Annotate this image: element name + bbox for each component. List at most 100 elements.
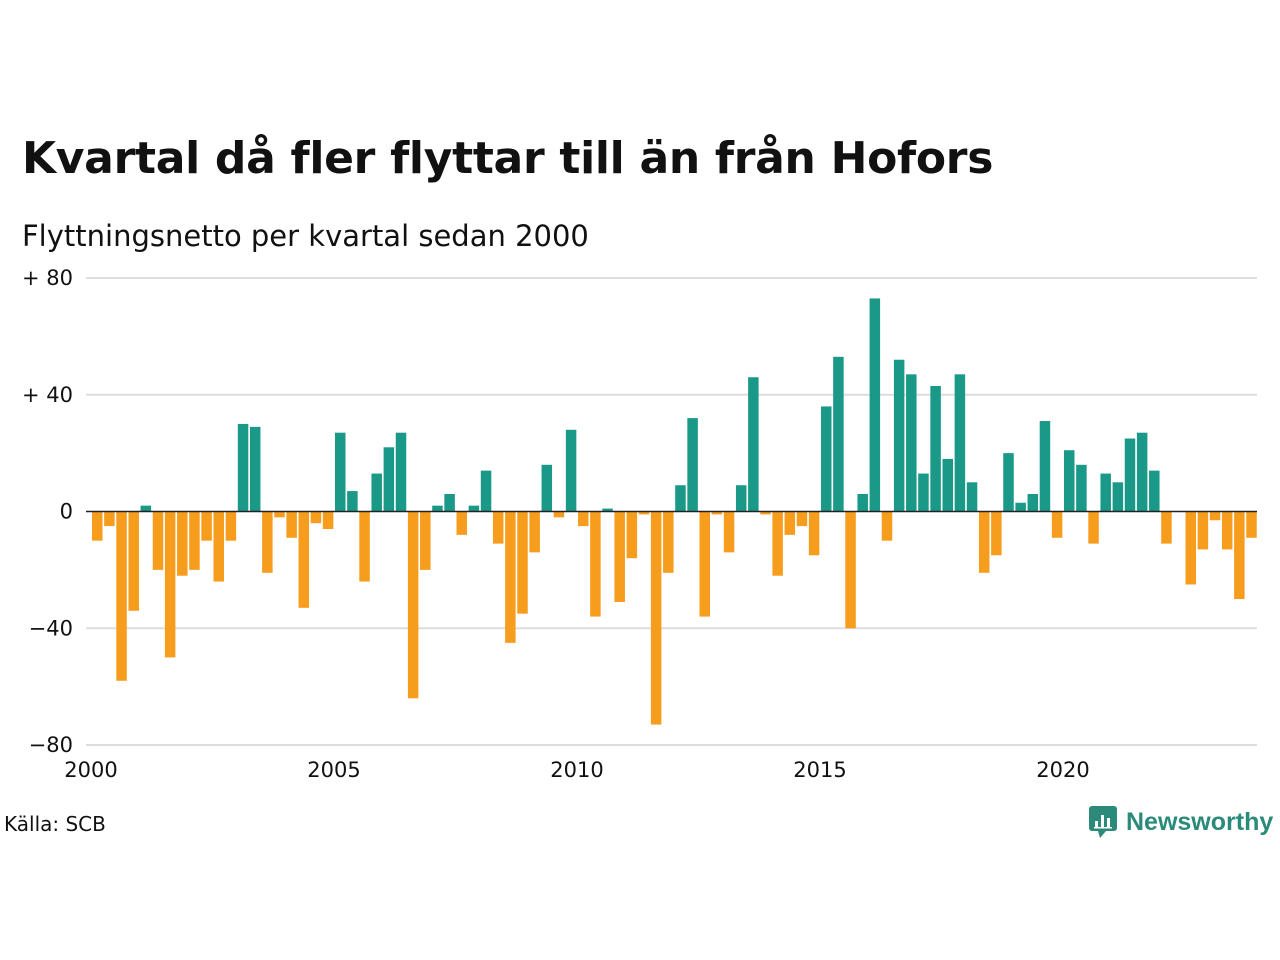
x-tick-label: 2020 bbox=[1036, 758, 1089, 782]
bar bbox=[978, 511, 990, 573]
bar bbox=[991, 511, 1002, 556]
bar bbox=[930, 385, 941, 512]
bar bbox=[347, 491, 358, 512]
bar bbox=[152, 511, 164, 570]
bar bbox=[1039, 421, 1051, 512]
bar bbox=[565, 429, 577, 512]
bar bbox=[213, 511, 224, 582]
bar bbox=[857, 493, 868, 512]
bar bbox=[1246, 511, 1257, 538]
bar bbox=[164, 511, 176, 658]
bar bbox=[322, 511, 334, 530]
bar bbox=[237, 423, 249, 512]
grid-layer bbox=[86, 277, 1257, 746]
bar bbox=[626, 511, 638, 559]
bar bbox=[505, 511, 516, 643]
bar bbox=[407, 511, 419, 699]
newsworthy-logo-icon bbox=[1089, 806, 1117, 838]
bar bbox=[1209, 511, 1221, 521]
bar bbox=[189, 511, 200, 570]
bar bbox=[723, 511, 735, 553]
bar bbox=[869, 298, 881, 512]
bar bbox=[286, 511, 297, 538]
chart-subtitle: Flyttningsnetto per kvartal sedan 2000 bbox=[22, 219, 589, 253]
bar bbox=[456, 511, 467, 535]
bar bbox=[881, 511, 893, 541]
bar bbox=[893, 359, 905, 512]
bar bbox=[954, 374, 966, 512]
bar bbox=[735, 485, 747, 512]
bar bbox=[821, 406, 832, 512]
bar bbox=[1161, 511, 1172, 544]
x-tick-label: 2000 bbox=[64, 758, 117, 782]
brand-name: Newsworthy bbox=[1126, 807, 1274, 836]
bar bbox=[845, 511, 856, 629]
bar bbox=[1027, 493, 1039, 512]
bar bbox=[249, 426, 261, 512]
y-tick-label: −40 bbox=[29, 616, 73, 640]
bar bbox=[1088, 511, 1099, 544]
bar bbox=[687, 418, 698, 512]
bar bbox=[92, 511, 103, 541]
bar bbox=[760, 511, 771, 515]
bar bbox=[748, 377, 759, 512]
bar bbox=[1221, 511, 1233, 550]
bar bbox=[1234, 511, 1245, 600]
bar bbox=[310, 511, 322, 524]
bar bbox=[906, 374, 917, 512]
bar bbox=[1015, 502, 1026, 512]
y-tick-label: 0 bbox=[60, 500, 73, 524]
bar bbox=[517, 511, 528, 614]
bar bbox=[225, 511, 237, 541]
x-tick-label: 2010 bbox=[550, 758, 603, 782]
bar bbox=[1003, 453, 1014, 512]
bar bbox=[638, 511, 650, 515]
y-tick-label: + 80 bbox=[22, 266, 73, 290]
bar bbox=[262, 511, 273, 573]
bar bbox=[650, 511, 662, 725]
bar bbox=[177, 511, 188, 576]
bar-layer bbox=[92, 298, 1257, 725]
bar bbox=[1076, 464, 1087, 512]
bar bbox=[529, 511, 540, 553]
bar bbox=[128, 511, 139, 611]
bar bbox=[784, 511, 796, 535]
bar bbox=[602, 508, 613, 512]
bar bbox=[201, 511, 212, 541]
bar bbox=[420, 511, 431, 570]
bar bbox=[833, 356, 844, 512]
bar bbox=[444, 493, 455, 512]
bar bbox=[918, 473, 929, 512]
y-tick-label: + 40 bbox=[22, 383, 73, 407]
bar bbox=[1124, 438, 1136, 512]
bar bbox=[298, 511, 310, 608]
bar bbox=[335, 432, 346, 512]
bar bbox=[614, 511, 625, 602]
bar bbox=[1051, 511, 1063, 538]
bar bbox=[675, 485, 686, 512]
bar bbox=[1112, 482, 1124, 512]
chart-title: Kvartal då fler flyttar till än från Hof… bbox=[22, 133, 994, 184]
bar bbox=[359, 511, 370, 582]
bar bbox=[395, 432, 407, 512]
bar bbox=[116, 511, 127, 681]
bar bbox=[942, 458, 953, 512]
bar bbox=[1136, 432, 1148, 512]
bar bbox=[383, 447, 395, 512]
bar bbox=[966, 482, 978, 512]
bar bbox=[468, 505, 480, 512]
bar bbox=[663, 511, 674, 573]
bar bbox=[541, 464, 553, 512]
bar bbox=[480, 470, 492, 512]
y-tick-label: −80 bbox=[29, 733, 73, 757]
source-note: Källa: SCB bbox=[4, 812, 106, 836]
bar bbox=[140, 505, 152, 512]
x-tick-label: 2015 bbox=[793, 758, 846, 782]
bar bbox=[796, 511, 808, 527]
bar bbox=[1185, 511, 1196, 585]
bar bbox=[711, 511, 723, 515]
bar bbox=[432, 505, 443, 512]
bar bbox=[1064, 450, 1075, 512]
